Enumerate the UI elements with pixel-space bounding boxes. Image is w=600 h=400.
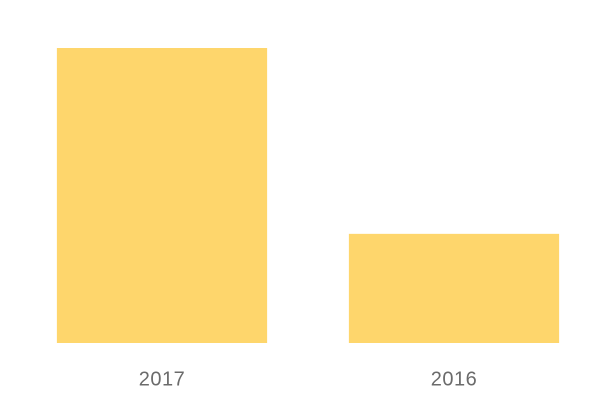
bar (56, 48, 268, 343)
x-tick-label: 2016 (431, 368, 478, 390)
bar (348, 233, 560, 343)
x-tick-label: 2017 (139, 368, 186, 390)
